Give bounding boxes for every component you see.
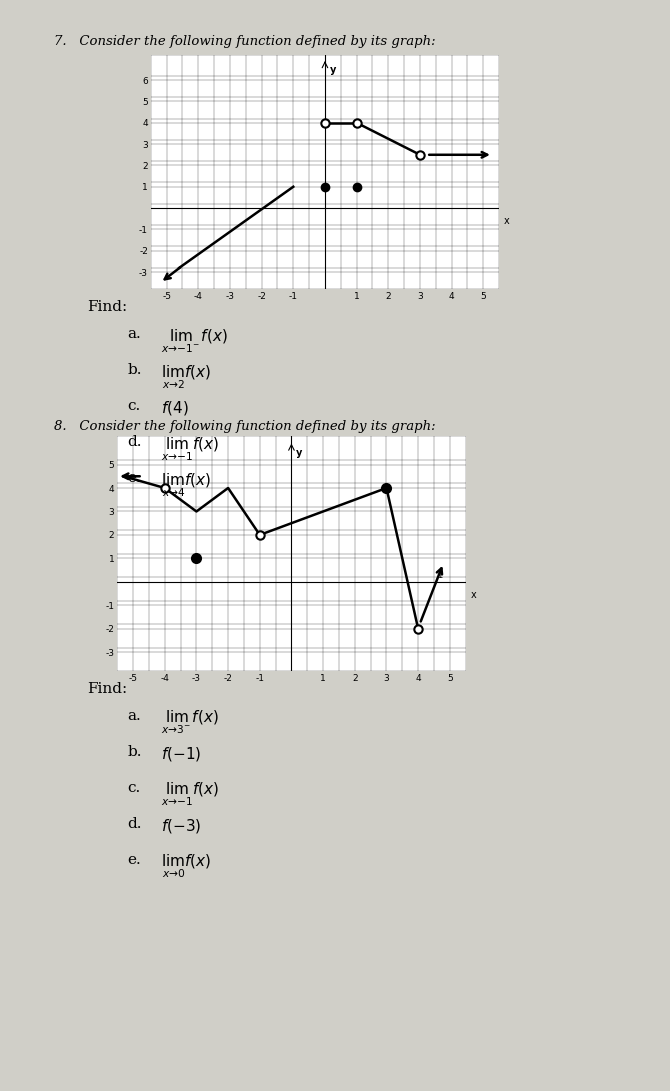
- Text: Find:: Find:: [87, 300, 127, 314]
- Text: d.: d.: [127, 435, 142, 449]
- Text: $\lim_{x \to -1} f(x)$: $\lim_{x \to -1} f(x)$: [161, 781, 219, 808]
- Text: $f(-3)$: $f(-3)$: [161, 817, 201, 835]
- Text: Find:: Find:: [87, 682, 127, 696]
- Text: 7.   Consider the following function defined by its graph:: 7. Consider the following function defin…: [54, 35, 436, 48]
- Text: $\lim_{x \to 4} f(x)$: $\lim_{x \to 4} f(x)$: [161, 471, 211, 499]
- Text: $f(-1)$: $f(-1)$: [161, 745, 201, 763]
- Text: c.: c.: [127, 781, 141, 795]
- Text: $\lim_{x \to -1^{-}} f(x)$: $\lim_{x \to -1^{-}} f(x)$: [161, 327, 227, 355]
- Text: y: y: [330, 65, 336, 75]
- Text: b.: b.: [127, 745, 142, 759]
- Text: x: x: [504, 216, 510, 226]
- Text: a.: a.: [127, 709, 141, 723]
- Text: 8.   Consider the following function defined by its graph:: 8. Consider the following function defin…: [54, 420, 436, 433]
- Text: $\lim_{x \to -1} f(x)$: $\lim_{x \to -1} f(x)$: [161, 435, 219, 463]
- Text: c.: c.: [127, 399, 141, 413]
- Text: y: y: [296, 448, 303, 458]
- Text: $\lim_{x \to 3^{-}} f(x)$: $\lim_{x \to 3^{-}} f(x)$: [161, 709, 218, 736]
- Text: d.: d.: [127, 817, 142, 831]
- Text: e.: e.: [127, 853, 141, 867]
- Text: $\lim_{x \to 0} f(x)$: $\lim_{x \to 0} f(x)$: [161, 853, 211, 880]
- Text: b.: b.: [127, 363, 142, 377]
- Text: $f(4)$: $f(4)$: [161, 399, 188, 417]
- Text: $\lim_{x \to 2} f(x)$: $\lim_{x \to 2} f(x)$: [161, 363, 211, 391]
- Text: e.: e.: [127, 471, 141, 485]
- Text: x: x: [470, 590, 476, 600]
- Text: 1: 1: [437, 572, 442, 580]
- Text: a.: a.: [127, 327, 141, 341]
